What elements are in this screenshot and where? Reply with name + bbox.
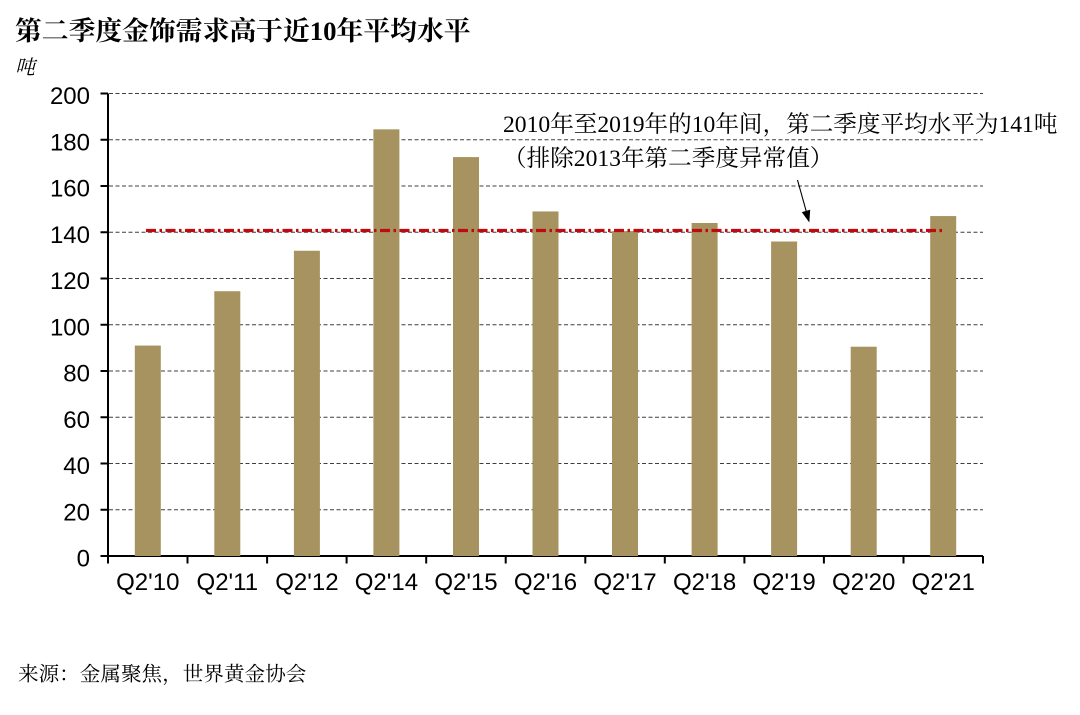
svg-text:60: 60 — [63, 407, 90, 434]
svg-text:160: 160 — [50, 176, 90, 203]
svg-text:180: 180 — [50, 129, 90, 156]
svg-text:120: 120 — [50, 268, 90, 295]
svg-text:40: 40 — [63, 453, 90, 480]
svg-text:Q2'12: Q2'12 — [275, 569, 338, 596]
svg-text:Q2'18: Q2'18 — [673, 569, 736, 596]
svg-text:20: 20 — [63, 499, 90, 526]
svg-text:Q2'17: Q2'17 — [593, 569, 656, 596]
svg-text:Q2'15: Q2'15 — [434, 569, 497, 596]
svg-text:Q2'10: Q2'10 — [116, 569, 179, 596]
svg-text:Q2'19: Q2'19 — [752, 569, 815, 596]
svg-text:140: 140 — [50, 222, 90, 249]
svg-text:200: 200 — [50, 83, 90, 110]
svg-text:100: 100 — [50, 314, 90, 341]
svg-text:Q2'14: Q2'14 — [355, 569, 418, 596]
svg-text:0: 0 — [77, 546, 90, 573]
svg-text:Q2'16: Q2'16 — [514, 569, 577, 596]
svg-text:Q2'21: Q2'21 — [912, 569, 975, 596]
svg-text:Q2'20: Q2'20 — [832, 569, 895, 596]
svg-text:80: 80 — [63, 361, 90, 388]
svg-text:Q2'11: Q2'11 — [197, 569, 259, 596]
